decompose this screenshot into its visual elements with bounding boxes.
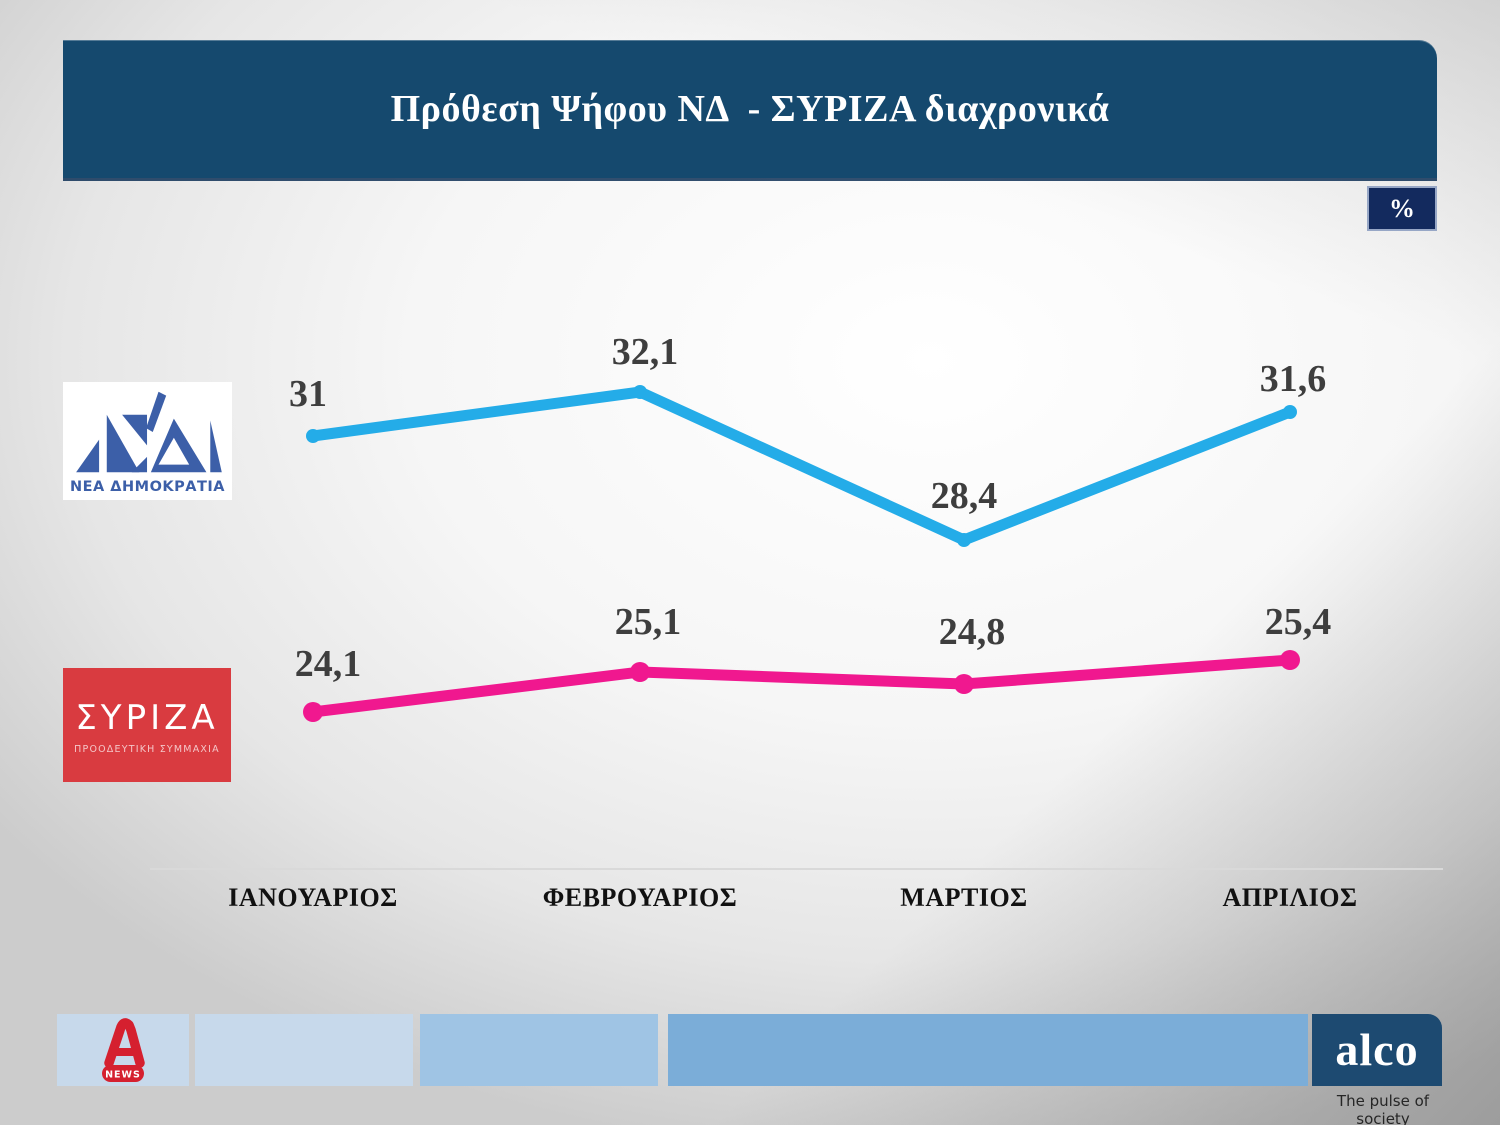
data-point	[633, 385, 647, 399]
syriza-subtitle: ΠΡΟΟΔΕΥΤΙΚΗ ΣΥΜΜΑΧΙΑ	[74, 744, 220, 755]
nd-caption: ΝΕΑ ΔΗΜΟΚΡΑΤΙΑ	[69, 479, 226, 495]
alco-wordmark: alco	[1335, 1024, 1419, 1075]
alco-logo: alco	[1312, 1014, 1442, 1086]
month-label: ΙΑΝΟΥΑΡΙΟΣ	[228, 883, 398, 912]
data-point	[1283, 405, 1297, 419]
footer-band	[668, 1014, 1308, 1086]
value-label: 24,8	[939, 611, 1006, 653]
data-point	[1280, 650, 1300, 670]
alco-tagline: The pulse of society	[1336, 1092, 1430, 1125]
month-label: ΜΑΡΤΙΟΣ	[900, 883, 1028, 912]
syriza-party-logo: ΣΥΡΙΖΑ ΠΡΟΟΔΕΥΤΙΚΗ ΣΥΜΜΑΧΙΑ	[63, 668, 231, 782]
footer-band	[195, 1014, 413, 1086]
syriza-wordmark: ΣΥΡΙΖΑ	[75, 698, 219, 738]
value-label: 28,4	[931, 475, 998, 517]
value-label: 25,1	[615, 601, 682, 643]
value-label: 31	[289, 373, 327, 415]
nd-party-logo: ΝΕΑ ΔΗΜΟΚΡΑΤΙΑ	[63, 382, 232, 500]
page-title: Πρόθεση Ψήφου ΝΔ - ΣΥΡΙΖΑ διαχρονικά	[390, 88, 1110, 130]
value-label: 32,1	[612, 331, 679, 373]
data-point	[954, 674, 974, 694]
data-point	[630, 662, 650, 682]
data-point	[303, 702, 323, 722]
data-point	[306, 429, 320, 443]
alpha-news-panel: NEWS	[57, 1014, 189, 1086]
percent-badge: %	[1367, 186, 1437, 231]
nd-line	[307, 386, 1296, 546]
nd-monogram-icon	[76, 391, 222, 473]
title-bar: Πρόθεση Ψήφου ΝΔ - ΣΥΡΙΖΑ διαχρονικά	[63, 40, 1437, 178]
syriza-line	[307, 654, 1296, 718]
month-label: ΦΕΒΡΟΥΑΡΙΟΣ	[542, 883, 738, 912]
month-label: ΑΠΡΙΛΙΟΣ	[1222, 883, 1358, 912]
nd-triangles	[76, 391, 222, 473]
value-label: 24,1	[295, 643, 362, 685]
data-point	[957, 533, 971, 547]
footer-band	[420, 1014, 658, 1086]
alpha-news-label: NEWS	[105, 1070, 141, 1081]
x-axis-line	[150, 868, 1443, 870]
value-label: 25,4	[1265, 601, 1332, 643]
value-label: 31,6	[1260, 358, 1327, 400]
alpha-news-icon: NEWS	[102, 1018, 145, 1082]
percent-badge-label: %	[1389, 193, 1415, 223]
